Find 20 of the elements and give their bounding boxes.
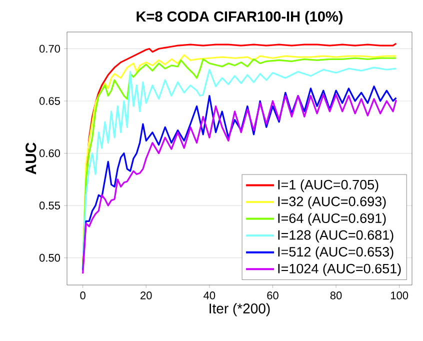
x-tick-label: 40: [204, 292, 216, 300]
x-tick-label: 60: [267, 292, 278, 300]
chart-title: K=8 CODA CIFAR100-IH (10%): [136, 10, 342, 24]
y-tick-label: 0.60: [39, 149, 60, 158]
y-axis-title: AUC: [26, 142, 36, 174]
x-tick-label: 0: [80, 292, 86, 300]
legend-label: I=64 (AUC=0.691): [278, 213, 386, 226]
legend-label: I=128 (AUC=0.681): [278, 230, 394, 242]
y-tick-label: 0.70: [39, 44, 60, 53]
x-tick-label: 100: [391, 292, 408, 300]
y-tick-label: 0.65: [39, 97, 60, 105]
legend-label: I=512 (AUC=0.653): [278, 246, 394, 260]
x-tick-label: 20: [140, 292, 152, 300]
legend-label: I=1024 (AUC=0.651): [278, 263, 401, 276]
y-tick-label: 0.55: [39, 202, 60, 210]
y-tick-label: 0.50: [39, 254, 60, 262]
legend-label: I=1 (AUC=0.705): [278, 180, 378, 192]
legend-label: I=32 (AUC=0.693): [278, 196, 386, 209]
x-axis-title: Iter (*200): [210, 303, 270, 316]
x-tick-label: 80: [330, 292, 342, 300]
